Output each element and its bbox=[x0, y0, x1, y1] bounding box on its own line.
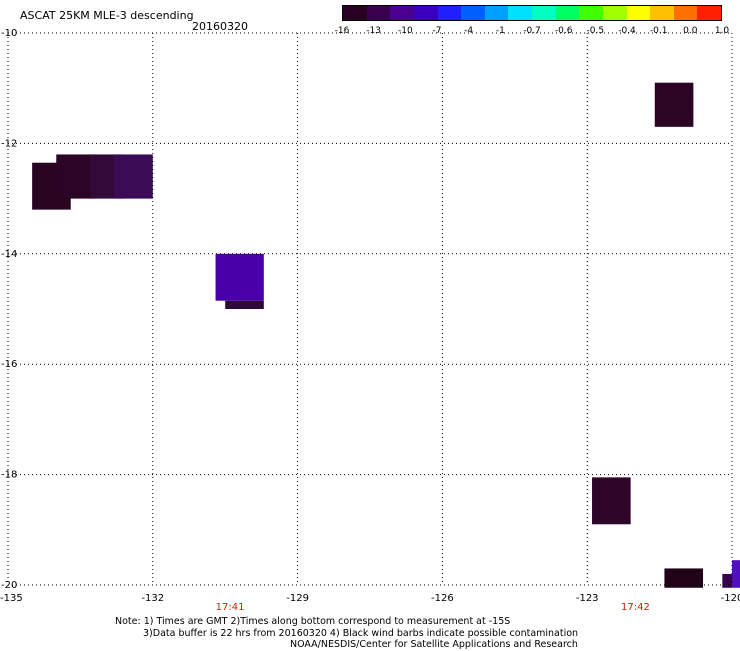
data-cell bbox=[215, 253, 264, 301]
color-scale-segment bbox=[508, 6, 532, 20]
color-scale-segment bbox=[673, 6, 698, 20]
x-tick-label: -135 bbox=[0, 593, 23, 604]
y-tick-label: -16 bbox=[1, 359, 17, 370]
color-scale-segment bbox=[579, 6, 603, 20]
data-cell bbox=[732, 560, 740, 588]
time-label: 17:42 bbox=[621, 602, 650, 613]
color-scale-segment bbox=[484, 6, 509, 20]
chart-date: 20160320 bbox=[192, 20, 248, 33]
color-scale-segment bbox=[532, 6, 556, 20]
color-scale-label: -13 bbox=[366, 26, 382, 36]
color-scale-label: 1.0 bbox=[714, 26, 730, 36]
color-scale-segment bbox=[602, 6, 627, 20]
x-tick-label: -123 bbox=[576, 593, 599, 604]
chart-title: ASCAT 25KM MLE-3 descending bbox=[20, 9, 194, 22]
footnote-line-3: NOAA/NESDIS/Center for Satellite Applica… bbox=[290, 639, 578, 650]
color-scale-segment bbox=[555, 6, 580, 20]
data-cell bbox=[592, 477, 631, 525]
color-scale-segment bbox=[461, 6, 485, 20]
y-tick-label: -12 bbox=[1, 138, 17, 149]
data-cell bbox=[664, 568, 704, 588]
footnote-line-2: 3)Data buffer is 22 hrs from 20160320 4)… bbox=[143, 627, 579, 639]
color-scale-segment bbox=[626, 6, 651, 20]
data-cell bbox=[114, 154, 153, 199]
color-scale-label: -1 bbox=[495, 26, 505, 36]
footnote-line-1: Note: 1) Times are GMT 2)Times along bot… bbox=[115, 616, 511, 627]
y-tick-label: -10 bbox=[1, 28, 17, 39]
color-scale-label: -0.7 bbox=[523, 26, 541, 36]
color-scale-segment bbox=[390, 6, 414, 20]
x-tick-label: -129 bbox=[286, 593, 309, 604]
color-scale-segment bbox=[437, 6, 462, 20]
x-tick-label: -126 bbox=[431, 593, 454, 604]
color-scale-label: -0.4 bbox=[618, 26, 636, 36]
color-scale-segment bbox=[413, 6, 438, 20]
color-scale-segment bbox=[343, 6, 367, 20]
color-scale-label: -10 bbox=[397, 26, 413, 36]
color-scale-segment bbox=[697, 6, 721, 20]
color-scale-labels: -16 -13 -10 -7 -4 -1 -0.7 -0.6 -0.5 -0.4 -0.1 0.0 1.… bbox=[0, 26, 740, 40]
y-tick-label: -18 bbox=[1, 470, 17, 481]
color-scale-label: -4 bbox=[464, 26, 474, 36]
color-scale-label: -7 bbox=[432, 26, 442, 36]
color-scale-label: -16 bbox=[334, 26, 350, 36]
data-cell bbox=[56, 154, 95, 199]
color-scale-label: -0.1 bbox=[649, 26, 668, 36]
color-scale-label: -0.5 bbox=[586, 26, 605, 36]
color-scale-segment bbox=[650, 6, 674, 20]
color-scale-label: 0.0 bbox=[683, 26, 698, 36]
x-tick-label: -132 bbox=[141, 593, 164, 604]
time-label: 17:41 bbox=[216, 602, 245, 613]
color-scale-bar bbox=[342, 5, 722, 21]
data-cell bbox=[225, 300, 264, 309]
x-tick-label: -120 bbox=[721, 593, 740, 604]
y-tick-label: -20 bbox=[1, 580, 17, 591]
data-cell bbox=[654, 82, 694, 127]
color-scale-segment bbox=[366, 6, 391, 20]
footnote: Note: 1) Times are GMT 2)Times along bot… bbox=[115, 616, 578, 651]
color-scale-label: -0.6 bbox=[554, 26, 573, 36]
y-tick-label: -14 bbox=[1, 249, 17, 260]
data-cell bbox=[722, 573, 732, 588]
